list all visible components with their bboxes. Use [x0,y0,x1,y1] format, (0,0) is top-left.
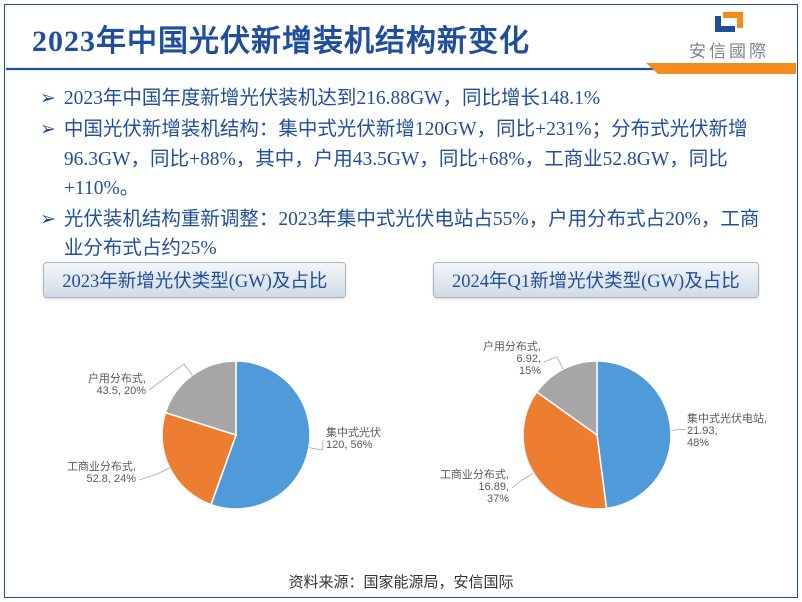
chart-titles-row: 2023年新增光伏类型(GW)及占比 2024年Q1新增光伏类型(GW)及占比 [0,262,802,298]
header: 2023年中国光伏新增装机结构新变化 安信國際 ESSENCE INTERNAT… [0,0,802,76]
pie-slice-label: 工商业分布式,52.8, 24% [66,459,135,485]
bullet-marker-icon: ➢ [40,205,56,234]
header-divider [6,60,796,74]
pie-slice-label: 集中式光伏电站,120, 56% [326,425,381,451]
pie-leader-line [139,468,170,480]
bullet-text: 中国光伏新增装机结构：集中式光伏新增120GW，同比+231%；分布式光伏新增9… [64,115,762,203]
pie-leader-line [512,473,534,488]
bullet-item: ➢ 光伏装机结构重新调整：2023年集中式光伏电站占55%，户用分布式占20%，… [40,205,762,264]
bullet-list: ➢ 2023年中国年度新增光伏装机达到216.88GW，同比增长148.1% ➢… [40,84,762,266]
bullet-marker-icon: ➢ [40,84,56,113]
pie-leader-line [544,357,563,369]
bullet-item: ➢ 2023年中国年度新增光伏装机达到216.88GW，同比增长148.1% [40,84,762,113]
pie-slice-label: 户用分布式,6.92,15% [482,339,540,377]
chart-title-left: 2023年新增光伏类型(GW)及占比 [43,262,346,298]
pie-chart-left: 集中式光伏电站,120, 56% 工商业分布式,52.8, 24% 户用分布式,43… [21,320,381,555]
source-footer: 资料来源：国家能源局，安信国际 [0,571,802,592]
pie-slice-label: 工商业分布式,16.89,37% [439,467,508,505]
bullet-text: 光伏装机结构重新调整：2023年集中式光伏电站占55%，户用分布式占20%，工商… [64,205,762,264]
charts-row: 集中式光伏电站,120, 56% 工商业分布式,52.8, 24% 户用分布式,43… [0,320,802,555]
page-title: 2023年中国光伏新增装机结构新变化 [32,16,530,60]
logo-text-cn: 安信國際 [689,42,769,61]
bullet-item: ➢ 中国光伏新增装机结构：集中式光伏新增120GW，同比+231%；分布式光伏新… [40,115,762,203]
bullet-marker-icon: ➢ [40,115,56,144]
pie-leader-line [670,429,684,430]
logo-icon [711,8,747,36]
pie-slice-label: 集中式光伏电站,21.93,48% [687,411,767,449]
pie-leader-line [308,440,322,450]
pie-slice-label: 户用分布式,43.5, 20% [87,371,145,397]
chart-title-right: 2024年Q1新增光伏类型(GW)及占比 [433,262,759,298]
pie-slice [597,361,671,508]
bullet-text: 2023年中国年度新增光伏装机达到216.88GW，同比增长148.1% [64,84,600,113]
pie-chart-right: 集中式光伏电站,21.93,48% 工商业分布式,16.89,37% 户用分布式,6… [422,320,782,555]
